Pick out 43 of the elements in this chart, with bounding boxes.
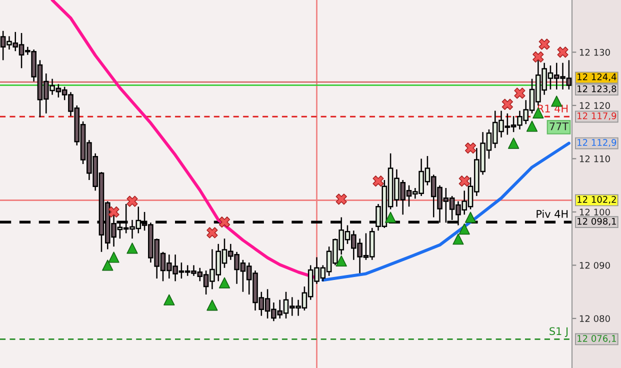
point <box>126 242 138 254</box>
point <box>464 212 476 223</box>
point <box>164 294 175 306</box>
y-tick-label: 12 100 <box>580 208 610 216</box>
point <box>372 176 384 187</box>
point <box>464 142 476 154</box>
y-tick-label: 12 110 <box>580 155 610 162</box>
point <box>458 223 470 235</box>
text: 12 102,2 <box>578 196 616 204</box>
point <box>218 277 230 288</box>
text: 12 076,1 <box>578 335 616 343</box>
text: 12 124,4 <box>578 73 616 82</box>
point <box>384 212 396 223</box>
point <box>458 176 470 187</box>
point <box>108 206 120 218</box>
y-tick-label: 12 080 <box>580 315 610 322</box>
point <box>102 260 114 271</box>
text: 12 117,9 <box>578 112 616 120</box>
point <box>514 88 526 99</box>
point <box>508 138 520 149</box>
point <box>206 227 218 238</box>
point <box>538 38 550 50</box>
y-tick-label: 12 130 <box>580 48 610 56</box>
text: 12 112,9 <box>578 139 616 147</box>
point <box>126 196 138 207</box>
y-tick-label: 12 090 <box>580 262 610 269</box>
ref-line-label: S1 J <box>550 327 568 338</box>
point <box>336 194 347 205</box>
point <box>532 51 544 63</box>
line-series <box>321 142 570 282</box>
point <box>206 300 218 311</box>
annotation: 77T <box>550 122 569 130</box>
ref-line-label: Piv 4H <box>536 210 568 218</box>
text: 12 098,1 <box>578 218 616 226</box>
point <box>452 234 464 245</box>
point <box>336 255 347 267</box>
text: 12 123,8 <box>578 85 616 94</box>
point <box>218 216 230 228</box>
y-tick-label: 12 120 <box>580 102 610 110</box>
point <box>526 120 538 132</box>
point <box>502 98 513 110</box>
point <box>557 46 568 58</box>
point <box>108 252 120 263</box>
